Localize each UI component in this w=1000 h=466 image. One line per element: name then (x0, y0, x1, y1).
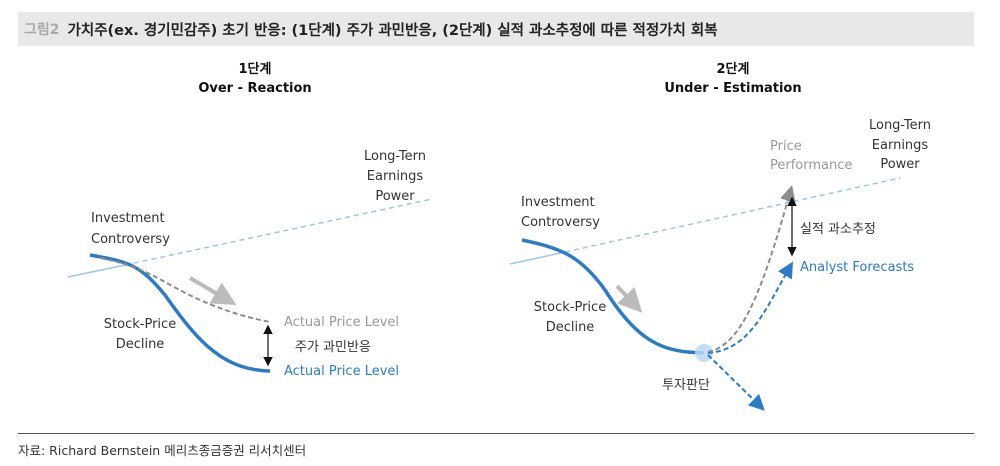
underestimation-label: 실적 과소추정 (800, 222, 876, 237)
stage1-diagram (67, 198, 433, 373)
stage1-heading: 1단계 (238, 62, 272, 77)
price-performance-arrow (707, 185, 796, 353)
analyst-forecast-arrow (707, 261, 794, 354)
actual-price-level-gray: Actual Price Level (284, 315, 400, 330)
earnings-label-line3: Power (375, 189, 415, 204)
earnings-label-line3: Power (880, 157, 920, 172)
stock-price-curve (521, 238, 705, 355)
decline-label-line1: Stock-Price (103, 317, 177, 332)
source-note: 자료: Richard Bernstein 메리츠종금증권 리서치센터 (18, 443, 307, 458)
stage2-diagram (509, 177, 901, 411)
stock-price-curve (89, 253, 271, 373)
earnings-trend-line (509, 251, 566, 265)
decision-point-marker (695, 344, 713, 362)
title-bar: 그림2 가치주(ex. 경기민감주) 초기 반응: (1단계) 주가 과민반응,… (18, 12, 974, 46)
figure-title: 가치주(ex. 경기민감주) 초기 반응: (1단계) 주가 과민반응, (2단… (67, 22, 718, 39)
footer-divider (18, 433, 974, 434)
earnings-trend-line-dashed (564, 177, 901, 253)
analyst-forecasts-label: Analyst Forecasts (800, 260, 915, 275)
stage2-subheading: Under - Estimation (664, 81, 802, 96)
earnings-trend-line (67, 264, 126, 278)
decline-label-line2: Decline (545, 320, 595, 335)
decline-path-arrow (707, 354, 765, 411)
down-arrow-icon (615, 284, 643, 313)
price-performance-line2: Performance (770, 158, 853, 173)
earnings-label-line1: Long-Tern (868, 118, 932, 133)
actual-price-level-blue: Actual Price Level (284, 364, 400, 379)
decline-label-line1: Stock-Price (533, 300, 607, 315)
earnings-trend-line-dashed (124, 198, 433, 266)
controversy-label-line2: Controversy (91, 232, 170, 247)
earnings-label-line2: Earnings (871, 138, 929, 153)
figure-number: 그림2 (24, 22, 60, 38)
actual-price-dashed-curve (99, 257, 271, 323)
overreaction-label: 주가 과민반응 (295, 340, 371, 355)
controversy-label-line1: Investment (521, 195, 595, 210)
stage1-subheading: Over - Reaction (198, 81, 312, 96)
investment-decision-label: 투자판단 (662, 378, 710, 393)
decline-label-line2: Decline (115, 337, 165, 352)
earnings-label-line1: Long-Tern (363, 149, 427, 164)
stage2-heading: 2단계 (716, 62, 750, 77)
earnings-label-line2: Earnings (366, 169, 424, 184)
down-arrow-icon (188, 276, 237, 306)
controversy-label-line2: Controversy (521, 215, 600, 230)
price-performance-line1: Price (770, 139, 802, 154)
controversy-label-line1: Investment (91, 211, 165, 226)
